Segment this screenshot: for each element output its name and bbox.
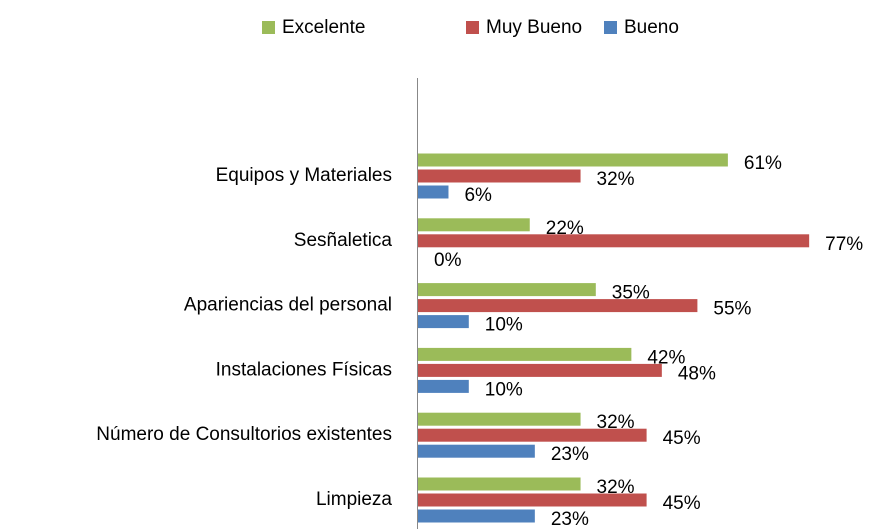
legend-label: Muy Bueno	[486, 17, 582, 38]
bar	[418, 283, 596, 297]
bar	[418, 234, 810, 248]
legend-swatch	[262, 21, 275, 34]
value-label: 42%	[647, 347, 685, 368]
bar	[418, 315, 469, 329]
bar	[418, 169, 581, 183]
legend-swatch	[466, 21, 479, 34]
bar	[418, 299, 698, 313]
legend-label: Bueno	[624, 17, 679, 38]
category-label: Número de Consultorios existentes	[96, 424, 392, 445]
value-label: 6%	[464, 185, 492, 206]
bar	[418, 493, 647, 507]
value-label: 22%	[546, 218, 584, 239]
category-label: Equipos y Materiales	[216, 165, 392, 186]
value-label: 23%	[551, 509, 589, 529]
bar	[418, 153, 728, 167]
bar	[418, 428, 647, 442]
value-label: 0%	[434, 250, 462, 271]
value-label: 48%	[678, 363, 716, 384]
value-label: 32%	[597, 412, 635, 433]
value-label: 23%	[551, 444, 589, 465]
category-label: Sesñaletica	[294, 230, 393, 251]
category-label: Limpieza	[316, 489, 392, 510]
bar	[418, 218, 530, 232]
bar	[418, 379, 469, 393]
category-label: Apariencias del personal	[184, 295, 392, 316]
category-label: Instalaciones Físicas	[216, 359, 392, 380]
value-label: 32%	[597, 477, 635, 498]
value-label: 55%	[713, 299, 751, 320]
legend-label: Excelente	[282, 17, 365, 38]
value-label: 77%	[825, 234, 863, 255]
bar	[418, 363, 662, 377]
value-label: 10%	[485, 315, 523, 336]
bar	[418, 477, 581, 491]
value-label: 32%	[597, 169, 635, 190]
value-label: 45%	[663, 428, 701, 449]
value-label: 35%	[612, 283, 650, 304]
value-label: 10%	[485, 379, 523, 400]
bar	[418, 509, 535, 523]
bar	[418, 444, 535, 458]
bar	[418, 412, 581, 426]
bar	[418, 347, 632, 361]
value-label: 45%	[663, 493, 701, 514]
bar	[418, 185, 449, 199]
legend-swatch	[604, 21, 617, 34]
value-label: 61%	[744, 153, 782, 174]
